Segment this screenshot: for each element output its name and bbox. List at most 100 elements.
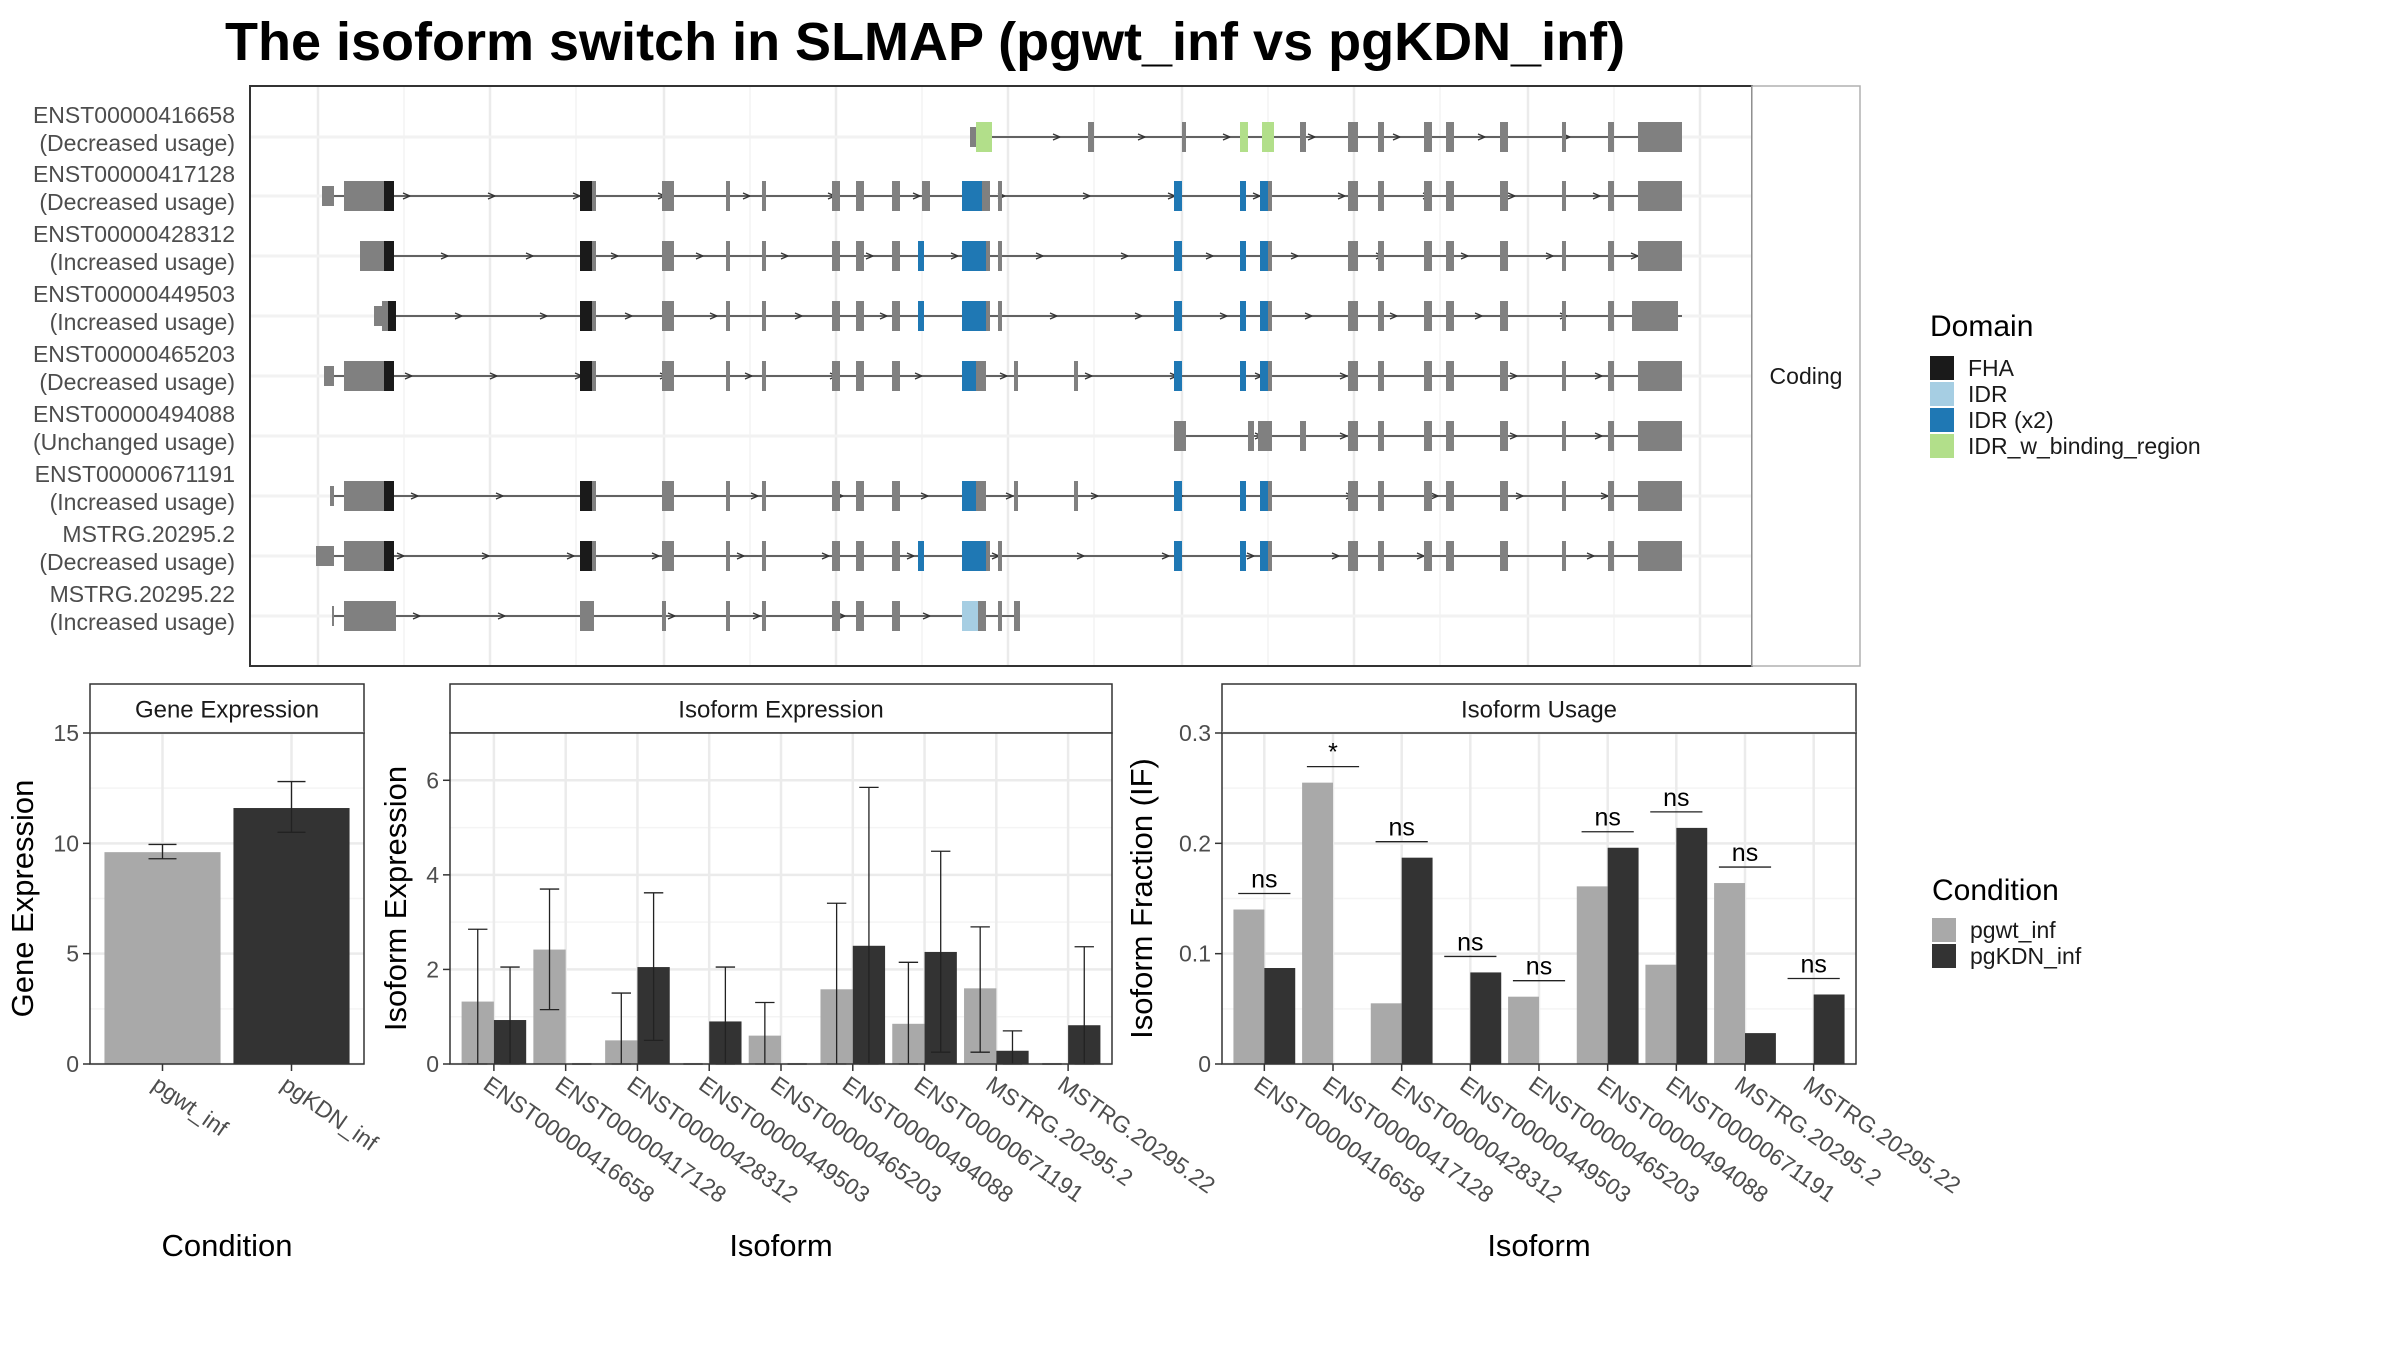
bar	[1233, 909, 1265, 1064]
strand-arrow	[1509, 372, 1519, 380]
exon	[726, 241, 730, 271]
idr-x2-domain	[962, 361, 976, 391]
exon	[1300, 122, 1306, 152]
strand-arrow	[752, 612, 762, 620]
idr-x2-domain	[1174, 361, 1182, 391]
exon	[986, 241, 990, 271]
exon	[1446, 122, 1454, 152]
strand-arrow	[404, 372, 414, 380]
idr-x2-domain	[1240, 241, 1246, 271]
exon	[1378, 122, 1384, 152]
strand-arrow	[1507, 192, 1517, 200]
exon	[1562, 241, 1566, 271]
idr-binding-domain	[1262, 122, 1274, 152]
transcript-id-label: ENST00000671191	[35, 461, 235, 487]
structure-facet-label: Coding	[1770, 363, 1843, 389]
idr-x2-domain	[1240, 481, 1246, 511]
exon	[762, 541, 766, 571]
exon	[344, 361, 384, 391]
strand-arrow	[487, 192, 497, 200]
exon	[856, 361, 864, 391]
exon	[1268, 241, 1272, 271]
y-tick-label: 15	[53, 720, 79, 746]
exon	[892, 541, 900, 571]
exon	[1638, 481, 1682, 511]
exon	[1562, 181, 1566, 211]
exon	[1424, 361, 1432, 391]
fha-domain	[580, 541, 592, 571]
condition-legend-label: pgKDN_inf	[1970, 943, 2082, 969]
condition-legend-key	[1932, 944, 1956, 968]
domain-legend-key	[1930, 434, 1954, 458]
significance-label: *	[1328, 739, 1338, 767]
transcript-id-label: ENST00000428312	[33, 221, 235, 247]
strand-arrow	[1509, 432, 1519, 440]
bar	[1576, 886, 1608, 1064]
idr-x2-domain	[962, 541, 986, 571]
exon	[344, 601, 396, 631]
strand-arrow	[1090, 492, 1100, 500]
strand-arrow	[920, 492, 930, 500]
bar	[233, 808, 350, 1064]
exon	[856, 181, 864, 211]
exon	[1500, 361, 1508, 391]
utr-exon	[332, 606, 334, 626]
significance-label: ns	[1251, 866, 1277, 894]
exon	[922, 181, 930, 211]
exon	[1268, 361, 1272, 391]
exon	[998, 601, 1002, 631]
y-tick-label: 0	[66, 1051, 79, 1077]
strand-arrow	[865, 252, 875, 260]
strand-arrow	[1134, 312, 1144, 320]
exon	[1378, 541, 1384, 571]
idr-x2-domain	[1260, 241, 1268, 271]
domain-legend-key	[1930, 408, 1954, 432]
exon	[832, 181, 840, 211]
exon	[762, 601, 766, 631]
idr-x2-domain	[1260, 541, 1268, 571]
idr-x2-domain	[962, 241, 986, 271]
strand-arrow	[651, 552, 661, 560]
idr-x2-domain	[1174, 241, 1182, 271]
exon	[892, 601, 900, 631]
strand-arrow	[1339, 432, 1349, 440]
exon	[762, 241, 766, 271]
domain-legend-key	[1930, 356, 1954, 380]
exon	[1378, 361, 1384, 391]
exon	[1348, 241, 1358, 271]
exon	[1300, 421, 1306, 451]
transcript-id-label: MSTRG.20295.22	[50, 581, 235, 607]
bar	[1745, 1033, 1776, 1064]
exon	[856, 241, 864, 271]
idr-binding-domain	[976, 122, 992, 152]
exon	[832, 361, 840, 391]
strand-arrow	[1392, 133, 1402, 141]
exon	[986, 301, 990, 331]
utr-exon	[330, 486, 334, 506]
strand-arrow	[1290, 252, 1300, 260]
transcript-row	[251, 241, 1751, 271]
plot-border	[89, 732, 365, 1065]
strand-arrow	[1430, 492, 1440, 500]
y-tick-label: 10	[53, 830, 79, 856]
y-axis-title: Gene Expression	[5, 780, 40, 1018]
strand-arrow	[709, 312, 719, 320]
transcript-usage-label: (Increased usage)	[50, 309, 235, 335]
exon	[976, 361, 986, 391]
y-tick-label: 5	[66, 941, 79, 967]
x-axis-title: Isoform	[729, 1228, 832, 1263]
transcript-id-label: ENST00000417128	[33, 161, 235, 187]
exon	[592, 361, 596, 391]
significance-label: ns	[1457, 928, 1483, 956]
strand-arrow	[906, 552, 916, 560]
exon	[1608, 481, 1614, 511]
exon	[1258, 421, 1268, 451]
domain-legend-label: FHA	[1968, 355, 2015, 381]
gene-expression-chart: Gene Expression 0 5 10 15 pgwt_inf pgKDN_inf Co…	[5, 683, 383, 1263]
strand-arrow	[1076, 552, 1086, 560]
bar	[1607, 847, 1639, 1064]
exon	[1638, 541, 1682, 571]
idr-x2-domain	[918, 541, 924, 571]
exon	[762, 481, 766, 511]
